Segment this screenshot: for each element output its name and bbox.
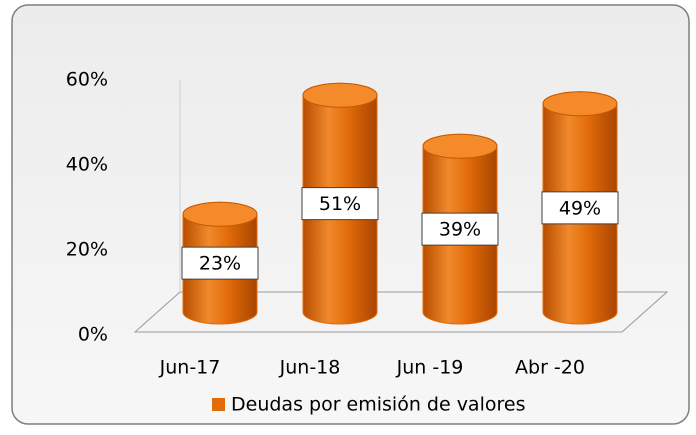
floor: [133, 291, 669, 333]
bar-top: [422, 133, 498, 159]
data-label: 39%: [439, 219, 481, 241]
legend-swatch: [212, 398, 225, 411]
data-label-box: [541, 191, 619, 225]
legend: Deudas por emisión de valores: [212, 394, 525, 416]
x-tick-label: Abr -20: [515, 357, 585, 379]
y-tick-label: 20%: [66, 239, 108, 261]
data-label: 23%: [199, 253, 241, 275]
bar-top: [182, 201, 258, 227]
x-tick-label: Jun -19: [396, 357, 464, 379]
data-label-box: [301, 187, 379, 221]
data-label: 51%: [319, 193, 361, 215]
y-tick-label: 60%: [66, 69, 108, 91]
bar-top: [302, 82, 378, 108]
data-label-box: [421, 212, 499, 246]
x-tick-label: Jun-18: [279, 357, 341, 379]
bar-top: [542, 91, 618, 117]
legend-label: Deudas por emisión de valores: [231, 394, 525, 416]
y-tick-label: 0%: [78, 324, 108, 346]
x-tick-label: Jun-17: [159, 357, 221, 379]
y-tick-label: 40%: [66, 154, 108, 176]
data-label: 49%: [559, 197, 601, 219]
data-label-box: [181, 246, 259, 280]
